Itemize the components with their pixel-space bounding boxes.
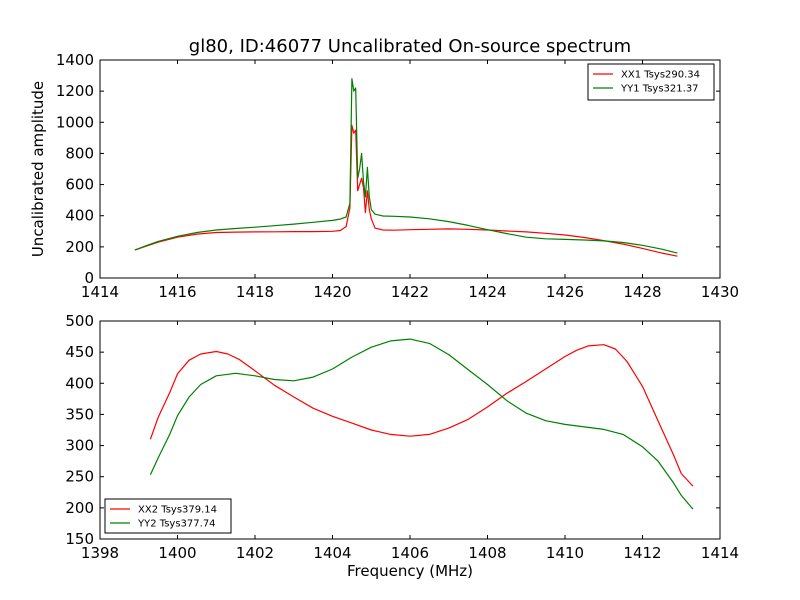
- top-x-tick-label: 1430: [701, 283, 739, 301]
- top-y-tick-label: 1000: [56, 113, 94, 131]
- bottom-panel: 1398 1400 1402 1404 1406 1408 1410 1412 1414 150 2…: [65, 312, 739, 562]
- top-x-tick-label: 1418: [236, 283, 274, 301]
- bottom-x-tick-label: 1406: [391, 544, 429, 562]
- top-series-xx-line: [134, 124, 678, 257]
- bottom-x-tick-label: 1404: [313, 544, 351, 562]
- bottom-legend-label: XX2 Tsys379.14: [138, 505, 217, 516]
- bottom-y-tick-label: 350: [65, 405, 94, 423]
- top-legend-label: YY1 Tsys321.37: [620, 84, 699, 95]
- bottom-y-tick-label: 400: [65, 374, 94, 392]
- bottom-y-tick-label: 500: [65, 312, 94, 330]
- top-panel: 1414 1416 1418 1420 1422 1424 1426 1428 1430 0 200…: [29, 51, 739, 301]
- top-y-tick-label: 1400: [56, 51, 94, 69]
- bottom-x-tick-label: 1410: [546, 544, 584, 562]
- bottom-x-tick-label: 1402: [236, 544, 274, 562]
- top-y-tick-label: 800: [65, 144, 94, 162]
- bottom-x-tick-label: 1408: [468, 544, 506, 562]
- top-legend-box: [587, 63, 715, 101]
- top-x-tick-label: 1424: [468, 283, 506, 301]
- top-x-tick-label: 1426: [546, 283, 584, 301]
- bottom-x-tick-label: 1412: [623, 544, 661, 562]
- bottom-y-tick-label: 250: [65, 468, 94, 486]
- top-y-axis-label: Uncalibrated amplitude: [29, 81, 47, 257]
- top-x-tick-label: 1422: [391, 283, 429, 301]
- bottom-x-tick-label: 1414: [701, 544, 739, 562]
- bottom-x-tick-label: 1400: [158, 544, 196, 562]
- bottom-series-xx-line: [149, 344, 694, 487]
- bottom-legend-box: [104, 498, 232, 534]
- top-y-tick-label: 1200: [56, 82, 94, 100]
- bottom-x-tick-label: 1398: [81, 544, 119, 562]
- bottom-y-tick-label: 450: [65, 343, 94, 361]
- top-y-tick-label: 200: [65, 238, 94, 256]
- bottom-y-tick-label: 200: [65, 499, 94, 517]
- bottom-legend-label: YY2 Tsys377.74: [137, 519, 216, 530]
- top-x-tick-label: 1416: [158, 283, 196, 301]
- bottom-legend: XX2 Tsys379.14 YY2 Tsys377.74: [104, 498, 232, 534]
- bottom-y-tick-label: 150: [65, 530, 94, 548]
- top-x-tick-label: 1414: [81, 283, 119, 301]
- top-y-tick-label: 600: [65, 176, 94, 194]
- bottom-x-axis-label: Frequency (MHz): [347, 562, 473, 580]
- top-x-tick-label: 1420: [313, 283, 351, 301]
- top-series-yy-line: [134, 78, 678, 254]
- chart-title: gl80, ID:46077 Uncalibrated On-source sp…: [189, 36, 631, 57]
- top-y-tick-label: 0: [84, 269, 94, 287]
- top-legend: XX1 Tsys290.34 YY1 Tsys321.37: [587, 63, 715, 101]
- top-y-tick-label: 400: [65, 207, 94, 225]
- bottom-y-tick-label: 300: [65, 437, 94, 455]
- bottom-series-yy-line: [149, 338, 694, 510]
- top-legend-label: XX1 Tsys290.34: [621, 70, 700, 81]
- top-x-tick-label: 1428: [623, 283, 661, 301]
